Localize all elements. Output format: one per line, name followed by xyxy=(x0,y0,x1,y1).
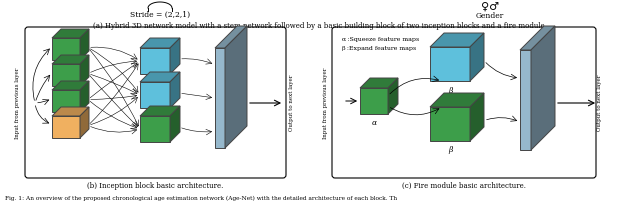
Polygon shape xyxy=(52,29,89,38)
Polygon shape xyxy=(140,106,180,116)
Polygon shape xyxy=(388,78,398,114)
Polygon shape xyxy=(140,116,170,142)
Polygon shape xyxy=(170,72,180,108)
FancyBboxPatch shape xyxy=(25,27,286,178)
Text: β: β xyxy=(448,146,452,154)
Text: Stride = (2,2,1): Stride = (2,2,1) xyxy=(130,11,190,19)
Polygon shape xyxy=(52,38,80,60)
Polygon shape xyxy=(531,26,555,150)
Polygon shape xyxy=(430,47,470,81)
Polygon shape xyxy=(430,107,470,141)
Polygon shape xyxy=(52,64,80,86)
Polygon shape xyxy=(470,33,484,81)
Polygon shape xyxy=(140,82,170,108)
Polygon shape xyxy=(80,55,89,86)
Polygon shape xyxy=(170,106,180,142)
FancyBboxPatch shape xyxy=(332,27,596,178)
Polygon shape xyxy=(430,93,484,107)
Polygon shape xyxy=(80,29,89,60)
Polygon shape xyxy=(80,107,89,138)
Polygon shape xyxy=(520,50,531,150)
Polygon shape xyxy=(360,78,398,88)
Text: Output to next layer: Output to next layer xyxy=(598,75,602,131)
Text: α: α xyxy=(371,119,376,127)
Text: Input from previous layer: Input from previous layer xyxy=(323,67,328,139)
Polygon shape xyxy=(170,38,180,74)
Polygon shape xyxy=(225,26,247,148)
Polygon shape xyxy=(520,26,555,50)
Polygon shape xyxy=(52,90,80,112)
Polygon shape xyxy=(470,93,484,141)
Polygon shape xyxy=(215,26,247,48)
Polygon shape xyxy=(52,107,89,116)
Polygon shape xyxy=(140,48,170,74)
Text: (c) Fire module basic architecture.: (c) Fire module basic architecture. xyxy=(402,182,526,190)
Polygon shape xyxy=(360,88,388,114)
Text: Gender: Gender xyxy=(476,12,504,20)
Text: ♀♂: ♀♂ xyxy=(481,2,499,12)
Text: β: β xyxy=(448,87,452,95)
Polygon shape xyxy=(80,81,89,112)
Polygon shape xyxy=(52,116,80,138)
Text: Fig. 1: An overview of the proposed chronological age estimation network (Age-Ne: Fig. 1: An overview of the proposed chro… xyxy=(5,196,397,201)
Text: (b) Inception block basic architecture.: (b) Inception block basic architecture. xyxy=(87,182,223,190)
Polygon shape xyxy=(52,81,89,90)
Text: β :Expand feature maps: β :Expand feature maps xyxy=(342,46,416,51)
Polygon shape xyxy=(140,72,180,82)
Text: Output to next layer: Output to next layer xyxy=(289,75,294,131)
Text: α :Squeeze feature maps: α :Squeeze feature maps xyxy=(342,37,419,42)
Polygon shape xyxy=(52,55,89,64)
Polygon shape xyxy=(140,38,180,48)
Text: Input from previous layer: Input from previous layer xyxy=(15,67,20,139)
Polygon shape xyxy=(430,33,484,47)
Polygon shape xyxy=(215,48,225,148)
Text: (a) Hybrid 3D network model with a stem network followed by a basic building blo: (a) Hybrid 3D network model with a stem … xyxy=(93,22,547,30)
